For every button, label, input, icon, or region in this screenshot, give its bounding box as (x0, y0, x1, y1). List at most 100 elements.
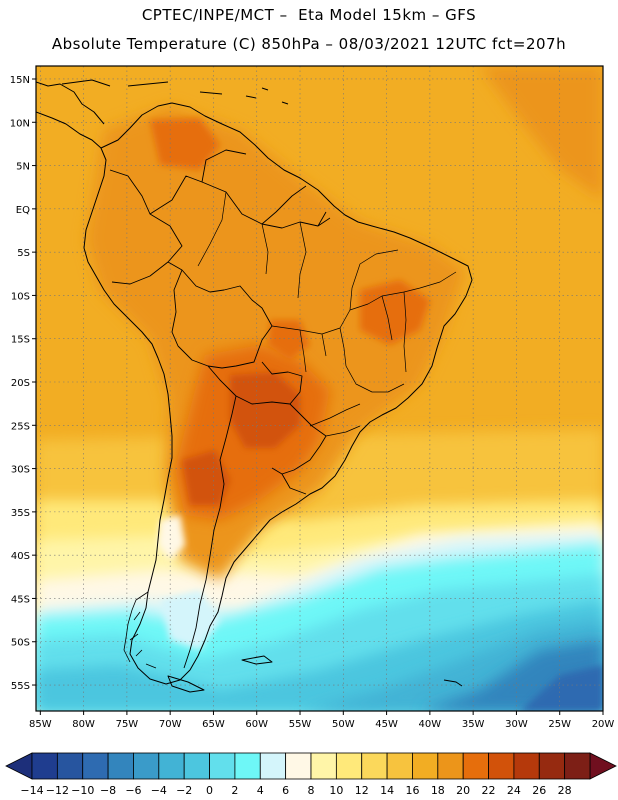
lat-tick-label: 45S (11, 594, 30, 605)
colorbar-segment (310, 752, 337, 780)
colorbar-label: 0 (206, 784, 213, 797)
colorbar-label: 6 (282, 784, 289, 797)
lon-tick-label: 50W (332, 719, 355, 730)
lon-tick-label: 65W (202, 719, 225, 730)
colorbar-segment (133, 752, 160, 780)
country-borders (109, 149, 331, 669)
colorbar-label: −4 (151, 784, 167, 797)
lat-tick-label: 5N (16, 162, 30, 173)
lat-lon-grid (36, 66, 603, 711)
field-region-hot_core (150, 118, 220, 170)
lat-tick-label: 10S (11, 291, 30, 302)
colorbar-over-arrow (589, 752, 617, 780)
colorbar-segment (513, 752, 540, 780)
temperature-field (36, 66, 603, 711)
lat-tick-label: 10N (10, 118, 30, 129)
colorbar-label: 24 (507, 784, 521, 797)
lat-tick-label: 15N (10, 75, 30, 86)
central-america-coast (36, 81, 105, 149)
lon-tick-label: 45W (375, 719, 398, 730)
brazil-states (197, 191, 457, 437)
lat-tick-label: 15S (11, 335, 30, 346)
colorbar-label: 22 (482, 784, 496, 797)
colorbar-label: 28 (558, 784, 572, 797)
colorbar-segment (31, 752, 58, 780)
lon-tick-label: 20W (592, 719, 615, 730)
field-region-blue_dark (520, 665, 603, 711)
colorbar-label: −2 (176, 784, 192, 797)
caribbean-islands (61, 79, 289, 105)
colorbar-label: −10 (71, 784, 94, 797)
coastlines-and-borders (36, 79, 473, 693)
colorbar-segment (183, 752, 210, 780)
lat-tick-label: 55S (11, 681, 30, 692)
lon-tick-label: 55W (289, 719, 312, 730)
colorbar-label: −8 (100, 784, 116, 797)
colorbar-segment (386, 752, 413, 780)
title-model: CPTEC/INPE/MCT – Eta Model 15km – GFS (141, 6, 477, 24)
field-region-ocean_hot (480, 66, 603, 200)
colorbar-segment (56, 752, 84, 780)
lon-tick-label: 80W (72, 719, 95, 730)
lat-tick-label: 30S (11, 465, 30, 476)
map-frame (35, 65, 604, 712)
falklands (241, 655, 273, 665)
colorbar-label: 8 (308, 784, 315, 797)
lon-tick-label: 60W (245, 719, 268, 730)
lon-tick-label: 40W (419, 719, 442, 730)
colorbar-label: 16 (405, 784, 419, 797)
colorbar-segment (412, 752, 439, 780)
field-region-hottest (182, 450, 230, 505)
colorbar-segment (107, 752, 134, 780)
colorbar-segment (361, 752, 388, 780)
lon-tick-label: 85W (29, 719, 52, 730)
colorbar-label: −6 (125, 784, 141, 797)
lat-tick-label: 35S (11, 508, 30, 519)
colorbar-label: 14 (380, 784, 394, 797)
lat-tick-label: 50S (11, 638, 30, 649)
field-region-cream (158, 515, 185, 560)
tierra-del-fuego (167, 675, 205, 693)
colorbar-label: −14 (20, 784, 43, 797)
lon-tick-label: 25W (548, 719, 571, 730)
colorbar-label: −12 (46, 784, 69, 797)
lon-tick-label: 30W (505, 719, 528, 730)
colorbar-label: 2 (231, 784, 238, 797)
colorbar-segment (82, 752, 109, 780)
colorbar-label: 26 (532, 784, 546, 797)
latitude-labels: 15N 10N 5N EQ 5S 10S 15S 20S 25S 30S 35S 40S 45S 50S 5… (10, 75, 36, 692)
colorbar-label: 12 (355, 784, 369, 797)
colorbar-segment (285, 752, 312, 780)
field-region-hot_core (360, 280, 430, 345)
lat-tick-label: 5S (17, 248, 30, 259)
lat-tick-label: 25S (11, 421, 30, 432)
title-field: Absolute Temperature (C) 850hPa – 08/03/… (51, 35, 567, 53)
colorbar-segments (5, 752, 617, 780)
colorbar-label: 4 (257, 784, 264, 797)
lon-tick-label: 70W (159, 719, 182, 730)
colorbar-segment (538, 752, 566, 780)
lat-tick-label: 40S (11, 551, 30, 562)
colorbar-segment (564, 752, 591, 780)
colorbar-label: 20 (456, 784, 470, 797)
colorbar-segment (335, 752, 363, 780)
colorbar-label: 18 (431, 784, 445, 797)
colorbar-segment (488, 752, 515, 780)
field-region-hottest (230, 372, 300, 448)
lat-tick-label: EQ (16, 205, 30, 216)
lat-tick-label: 20S (11, 378, 30, 389)
field-region-aqua_light (160, 590, 220, 650)
colorbar-segment (234, 752, 261, 780)
colorbar-segment (209, 752, 236, 780)
colorbar-under-arrow (5, 752, 33, 780)
colorbar-segment (437, 752, 464, 780)
longitude-labels: 85W 80W 75W 70W 65W 60W 55W 50W 45W 40W 35W 30W 25W 2… (29, 711, 614, 730)
lon-tick-label: 35W (462, 719, 485, 730)
south-america-coastline (83, 102, 473, 685)
colorbar-segment (259, 752, 287, 780)
south-georgia (443, 679, 463, 687)
colorbar-segment (158, 752, 185, 780)
lon-tick-label: 75W (116, 719, 139, 730)
